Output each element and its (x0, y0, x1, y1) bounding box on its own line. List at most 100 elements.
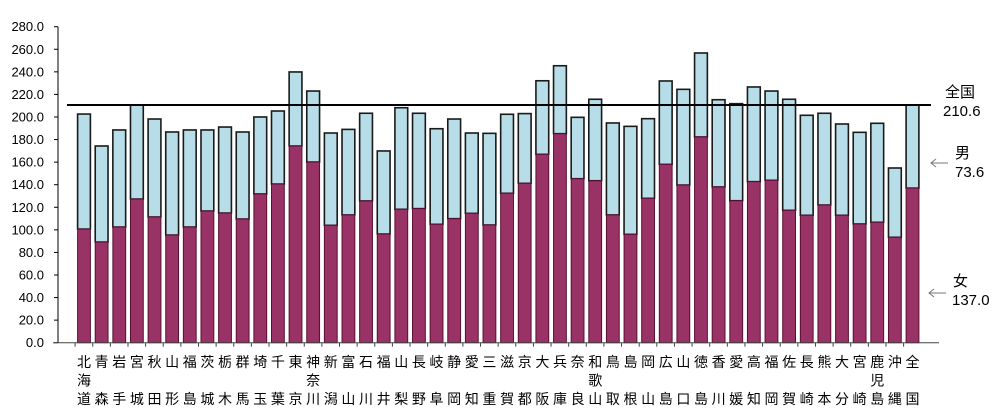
bar-female (147, 216, 162, 344)
y-tick-label: 120.0 (11, 200, 44, 215)
x-category-label: 京都 (518, 355, 532, 408)
x-category-label: 青森 (95, 355, 109, 408)
bar-male (76, 113, 92, 230)
x-category-label: 茨城 (200, 355, 214, 408)
x-category-label: 長野 (412, 355, 426, 408)
y-tick-label: 140.0 (11, 177, 44, 192)
bar-female (535, 153, 550, 344)
bar-female (464, 212, 479, 344)
x-category-label: 鹿児島 (870, 354, 884, 408)
x-category-label: 佐賀 (782, 355, 796, 408)
y-tick-label: 240.0 (11, 64, 44, 79)
x-category-label: 富山 (341, 354, 355, 408)
bar-female (605, 214, 620, 344)
bar-male (640, 117, 656, 200)
arrow-left-icon (930, 158, 948, 168)
bar-male (200, 129, 215, 212)
bar-female (676, 184, 691, 344)
bar-male (517, 112, 532, 185)
bar-female (870, 221, 885, 344)
bar-male (446, 118, 462, 220)
bar-male (870, 122, 885, 224)
x-category-label: 全国 (906, 354, 920, 408)
bar-female (623, 233, 638, 344)
bar-female (694, 136, 708, 344)
bar-male (887, 167, 903, 239)
bar-male (376, 150, 391, 235)
x-category-label: 熊本 (817, 355, 831, 408)
bar-female (817, 204, 832, 344)
bar-male (288, 71, 303, 147)
x-category-label: 三重 (482, 355, 496, 408)
x-category-label: 秋田 (148, 355, 162, 408)
x-category-label: 東京 (289, 355, 303, 408)
bar-female (271, 183, 285, 344)
bar-male (429, 127, 444, 226)
bar-male (305, 90, 321, 163)
bar-male (341, 128, 356, 216)
x-category-label: 和歌山 (588, 355, 602, 408)
x-axis-labels: 北海道青森岩手宮城秋田山形福島茨城栃木群馬埼玉千葉東京神奈川新潟富山石川福井山梨… (77, 354, 920, 408)
x-category-label: 兵庫 (553, 355, 567, 408)
arrow-left-icon (928, 288, 946, 298)
bar-male (570, 116, 585, 180)
x-category-label: 福井 (377, 355, 391, 408)
bar-female (129, 198, 144, 344)
y-tick-label: 180.0 (11, 132, 44, 147)
bar-male (411, 112, 427, 210)
y-tick-label: 0.0 (26, 335, 44, 350)
x-category-label: 沖縄 (888, 355, 902, 408)
bar-female (887, 236, 902, 344)
bar-female (165, 234, 180, 344)
bar-male (605, 122, 621, 216)
bar-male (711, 98, 726, 188)
bar-female (852, 223, 867, 344)
bar-female (253, 193, 268, 344)
bar-male (253, 116, 268, 195)
bar-male (781, 98, 797, 212)
x-category-label: 奈良 (571, 355, 585, 408)
bar-male (112, 129, 127, 228)
x-category-label: 大分 (835, 355, 849, 408)
female-value: 137.0 (952, 292, 990, 309)
male-annotation: 男 73.6 (930, 145, 984, 181)
y-tick-label: 280.0 (11, 19, 44, 34)
bar-male (905, 104, 920, 189)
bar-male (834, 123, 850, 217)
y-tick-label: 40.0 (19, 290, 44, 305)
y-tick-label: 80.0 (19, 245, 44, 260)
male-label: 男 (955, 145, 970, 162)
bar-male (394, 106, 409, 211)
y-tick-label: 60.0 (19, 267, 44, 282)
bar-female (570, 178, 585, 344)
x-category-label: 長崎 (800, 355, 814, 408)
bar-male (182, 129, 197, 228)
bar-male (94, 145, 109, 243)
y-axis-ticks: 0.0 20.0 40.0 60.0 80.0 100.0 120.0 140.0 160.0 1… (11, 19, 58, 350)
bar-female (306, 161, 321, 344)
bar-female (746, 181, 761, 344)
bar-female (658, 163, 673, 344)
bar-female (235, 218, 250, 344)
y-tick-label: 160.0 (11, 155, 44, 170)
bar-female (641, 197, 655, 344)
bar-male (623, 125, 638, 236)
x-category-label: 栃木 (218, 355, 232, 408)
x-category-label: 広島 (659, 355, 673, 408)
bar-female (799, 214, 814, 344)
bar-male (676, 88, 691, 186)
x-category-label: 愛媛 (729, 355, 743, 408)
bar-female (200, 210, 215, 344)
bar-male (217, 126, 233, 214)
x-category-label: 山梨 (394, 355, 408, 408)
bar-female (500, 192, 514, 344)
x-category-label: 大阪 (535, 355, 549, 408)
x-category-label: 宮城 (130, 355, 144, 408)
bar-female (112, 226, 127, 344)
bar-female (482, 224, 497, 344)
bar-male (270, 110, 286, 185)
female-label: 女 (953, 272, 968, 290)
bar-female (588, 180, 603, 344)
bar-male (817, 112, 832, 206)
